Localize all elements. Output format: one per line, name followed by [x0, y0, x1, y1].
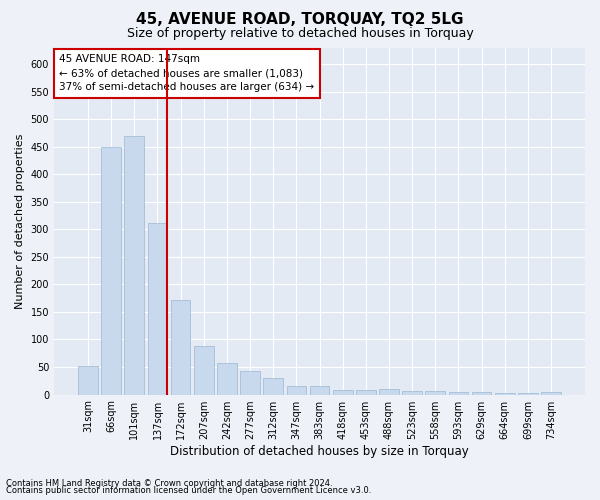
Bar: [101, 146, 121, 394]
Y-axis label: Number of detached properties: Number of detached properties: [15, 134, 25, 308]
Text: 45, AVENUE ROAD, TORQUAY, TQ2 5LG: 45, AVENUE ROAD, TORQUAY, TQ2 5LG: [136, 12, 464, 28]
Bar: [379, 389, 399, 394]
Text: 45 AVENUE ROAD: 147sqm
← 63% of detached houses are smaller (1,083)
37% of semi-: 45 AVENUE ROAD: 147sqm ← 63% of detached…: [59, 54, 314, 92]
Bar: [495, 393, 515, 394]
Bar: [425, 390, 445, 394]
Text: Contains public sector information licensed under the Open Government Licence v3: Contains public sector information licen…: [6, 486, 371, 495]
Bar: [217, 363, 237, 394]
Bar: [402, 390, 422, 394]
Text: Contains HM Land Registry data © Crown copyright and database right 2024.: Contains HM Land Registry data © Crown c…: [6, 478, 332, 488]
Bar: [472, 392, 491, 394]
Bar: [310, 386, 329, 394]
Bar: [333, 390, 353, 394]
Bar: [124, 136, 144, 394]
Bar: [287, 386, 306, 394]
Bar: [78, 366, 98, 394]
Bar: [263, 378, 283, 394]
Bar: [449, 392, 468, 394]
Bar: [148, 222, 167, 394]
Text: Size of property relative to detached houses in Torquay: Size of property relative to detached ho…: [127, 28, 473, 40]
Bar: [171, 300, 190, 394]
X-axis label: Distribution of detached houses by size in Torquay: Distribution of detached houses by size …: [170, 444, 469, 458]
Bar: [541, 392, 561, 394]
Bar: [240, 372, 260, 394]
Bar: [356, 390, 376, 394]
Bar: [194, 346, 214, 395]
